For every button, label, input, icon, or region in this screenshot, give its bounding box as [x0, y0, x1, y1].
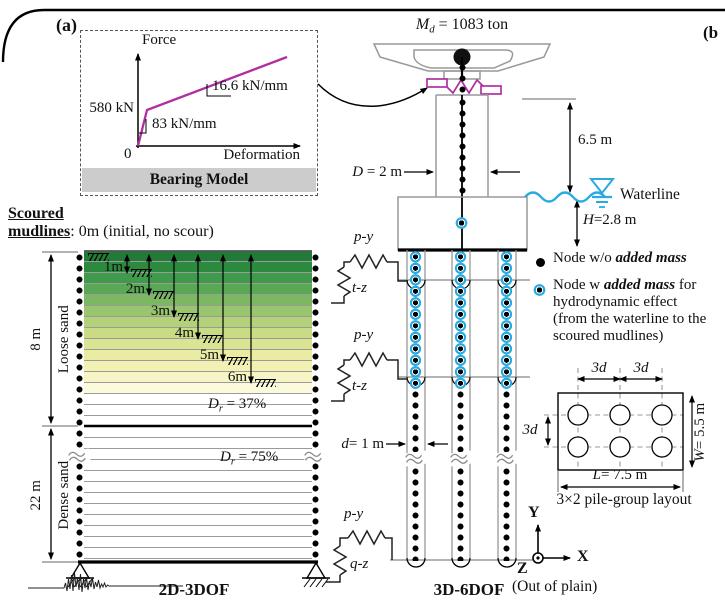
left-dimensions — [42, 251, 78, 563]
pile-diameter-label: d= 1 m — [341, 436, 384, 452]
soil-spring-group-2 — [331, 351, 408, 402]
mudline-hatch-icon — [131, 269, 152, 277]
water-depth-label: H=2.8 m — [583, 212, 637, 228]
break-icon — [303, 448, 327, 465]
panel-label-b: (b — [703, 23, 719, 42]
initial-stiffness-label: 83 kN/mm — [152, 116, 217, 132]
node-column-pile3 — [502, 389, 511, 561]
soil-spring-group-1 — [331, 253, 408, 304]
spacing-3d-label: 3d — [633, 360, 649, 376]
node-column-2d-left — [75, 252, 84, 562]
dense-sand-label: Dense sand — [55, 460, 72, 530]
pier-height-label: 6.5 m — [578, 132, 613, 148]
panel-label-a: (a) — [56, 15, 77, 35]
fixed-support-right — [302, 561, 330, 588]
pile-group-plan — [544, 368, 695, 492]
dense-thickness-label: 22 m — [27, 480, 44, 511]
node-column-pile2 — [456, 389, 465, 561]
left-model-title: 2D-3DOF — [158, 580, 230, 599]
node-column-deck-stem — [458, 62, 467, 95]
axis-note: (Out of plain) — [512, 578, 598, 595]
plan-caption: 3×2 pile-group layout — [556, 491, 692, 508]
scour-depth-label: 3m — [150, 303, 170, 319]
earthquake-signal-icon — [28, 572, 183, 593]
scour-heading: Scoured mudlines: 0m (initial, no scour) — [8, 205, 214, 240]
bearing-model-inset: Bearing Model — [80, 30, 318, 196]
legend-item-2-line1: Node w added mass for — [553, 277, 697, 293]
tz-spring-label: t-z — [352, 378, 367, 394]
scour-depth-label: 5m — [199, 347, 219, 363]
py-spring-label: p-y — [354, 229, 374, 245]
mudline-hatch-icon — [202, 335, 223, 343]
tz-spring-label: t-z — [352, 280, 367, 296]
mudline-hatch-icon — [153, 291, 174, 299]
soil-profile-lines — [78, 250, 318, 564]
deck-mass-label: Md = 1083 ton — [415, 16, 509, 36]
node-column-pile2-added-mass — [454, 251, 467, 389]
mudline-hatch-icon — [88, 253, 109, 261]
dr-dense-label: Dr = 75% — [220, 449, 279, 468]
node-column-pile1 — [411, 389, 420, 561]
scour-depth-label: 4m — [174, 325, 194, 341]
waterline-label: Waterline — [620, 186, 680, 203]
yield-force-label: 580 kN — [89, 100, 134, 116]
coordinate-axes — [532, 524, 571, 564]
waterline-icon — [524, 178, 616, 208]
soil-spring-group-3 — [326, 529, 393, 583]
plan-length-label: L= 7.5 m — [592, 467, 648, 483]
force-axis-label: Force — [142, 32, 177, 48]
post-yield-stiffness-label: 16.6 kN/mm — [212, 78, 288, 94]
py-spring-label: p-y — [344, 506, 364, 522]
axis-x-label: X — [577, 548, 589, 565]
scour-depth-label: 6m — [227, 369, 247, 385]
qz-spring-label: q-z — [350, 556, 369, 572]
bearing-model-plot — [135, 53, 301, 149]
legend-node-icon — [536, 258, 545, 267]
node-column-pier — [458, 97, 467, 197]
node-column-2d-right — [311, 252, 320, 562]
cap-node-added-mass — [455, 217, 468, 229]
plan-width-label: W= 5.5 m — [691, 402, 708, 462]
spacing-3d-label: 3d — [522, 422, 538, 438]
loose-sand-label: Loose sand — [55, 305, 72, 374]
break-icon — [495, 450, 519, 467]
panel-border — [1, 8, 725, 63]
dr-loose-label: Dr = 37% — [208, 396, 267, 415]
spacing-3d-label: 3d — [591, 360, 607, 376]
break-icon — [449, 450, 473, 467]
right-model-title: 3D-6DOF — [433, 580, 505, 599]
scour-depth-label: 1m — [103, 259, 123, 275]
legend-item-2-line3: (from the waterline to the — [553, 311, 707, 327]
pier-diameter-label: D = 2 m — [352, 164, 402, 180]
node-column-pile3-added-mass — [500, 251, 513, 389]
origin-label: 0 — [124, 146, 132, 162]
mudline-hatch-icon — [255, 379, 276, 387]
axis-z-label: Z — [517, 560, 528, 577]
py-spring-label: p-y — [354, 327, 374, 343]
deformation-axis-label: Deformation — [223, 147, 300, 163]
break-icon — [67, 448, 91, 465]
legend-item-1: Node w/o added mass — [553, 250, 687, 266]
bearing-leader-arrow — [317, 83, 428, 107]
node-column-pile1-added-mass — [409, 251, 422, 389]
bearing-model-title: Bearing Model — [82, 168, 316, 192]
scour-depth-label: 2m — [125, 281, 145, 297]
legend-item-2-line4: scoured mudlines) — [553, 328, 664, 344]
legend-item-2-line2: hydrodynamic effect — [553, 294, 678, 310]
mudline-hatch-icon — [227, 357, 248, 365]
axis-y-label: Y — [528, 504, 540, 521]
legend-added-mass-node-icon — [533, 284, 546, 296]
loose-thickness-label: 8 m — [27, 327, 44, 351]
mudline-hatch-icon — [178, 313, 199, 321]
dim-6-5m — [522, 98, 576, 193]
break-icon — [404, 450, 428, 467]
